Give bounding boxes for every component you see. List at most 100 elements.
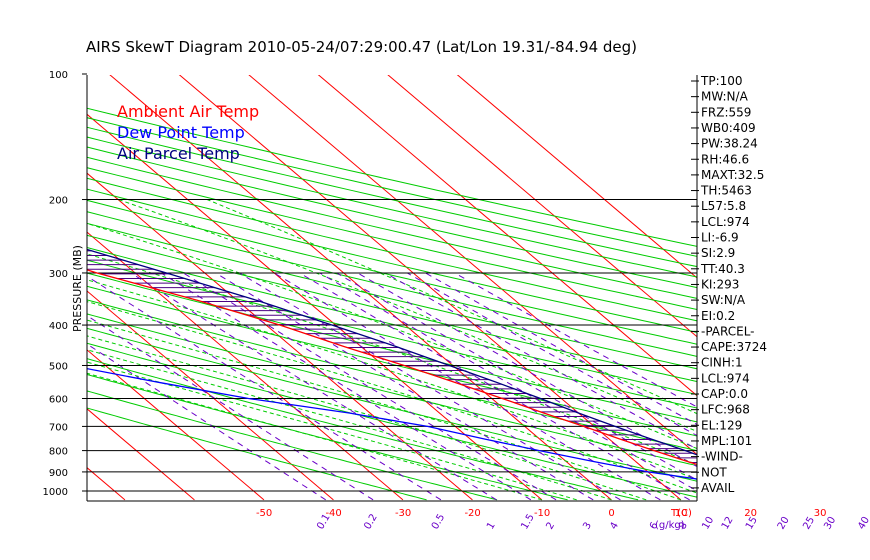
dry-adiabat-line xyxy=(87,167,697,310)
dry-adiabat-line xyxy=(87,117,697,257)
dry-adiabat-line xyxy=(87,146,697,289)
dry-adiabat-line xyxy=(87,126,697,268)
stability-index-label: PW:38.24 xyxy=(701,137,758,151)
stability-index-label: TT:40.3 xyxy=(700,262,745,276)
mixing-ratio-line xyxy=(273,272,661,501)
legend-ambient-air-temp: Ambient Air Temp xyxy=(117,102,259,121)
pressure-tick-label: 800 xyxy=(49,447,68,458)
dry-adiabat-line xyxy=(87,259,697,409)
dry-adiabat-line xyxy=(87,222,697,370)
isotherm-line xyxy=(456,75,697,279)
cape-hatching xyxy=(87,250,697,463)
mixing-ratio-line xyxy=(87,343,326,501)
isotherm-line xyxy=(87,113,543,501)
mixing-ratio-line xyxy=(87,314,374,501)
sounding-profiles xyxy=(87,248,697,480)
mixing-ratio-tick-label: 4 xyxy=(608,520,621,531)
moist-adiabat-line xyxy=(87,279,697,480)
pressure-tick-label: 500 xyxy=(49,361,68,372)
mixing-ratio-tick-label: 8 xyxy=(677,520,690,531)
isotherm-line xyxy=(248,75,697,456)
moist-adiabat-line xyxy=(87,222,697,450)
mixing-ratio-line xyxy=(357,272,697,468)
dry-adiabat-line xyxy=(87,211,697,357)
dry-adiabat-line xyxy=(87,199,697,345)
stability-index-label: SW:N/A xyxy=(701,293,746,307)
stability-index-label: EL:129 xyxy=(701,418,742,432)
bottom-temp-tick-label: -10 xyxy=(534,508,550,519)
stability-index-label: MW:N/A xyxy=(701,90,749,104)
stability-index-label: -PARCEL- xyxy=(701,324,755,338)
stability-index-label: WB0:409 xyxy=(701,121,756,135)
stability-index-label: LCL:974 xyxy=(701,215,750,229)
mixing-ratio-line xyxy=(239,272,621,501)
pressure-tick-label: 900 xyxy=(49,468,68,479)
bottom-temp-tick-label: 30 xyxy=(814,508,827,519)
stability-index-label: -WIND- xyxy=(701,450,743,464)
dry-adiabat-line xyxy=(87,342,697,498)
bottom-temp-tick-label: 20 xyxy=(744,508,757,519)
mixing-ratio-line xyxy=(183,272,557,501)
mixing-ratio-tick-label: 12 xyxy=(720,515,736,532)
mixing-ratio-line xyxy=(336,272,697,481)
mixing-ratio-tick-label: 10 xyxy=(700,515,716,532)
isotherm-line xyxy=(109,75,612,501)
mixing-ratio-tick-label: 6 xyxy=(648,520,661,531)
dry-adiabat-line xyxy=(87,313,697,467)
dry-adiabat-line xyxy=(87,234,697,383)
dry-adiabat-line xyxy=(87,390,498,501)
dry-adiabat-line xyxy=(87,156,697,299)
mixing-ratio-line xyxy=(299,272,690,501)
stability-index-label: LI:-6.9 xyxy=(701,231,739,245)
stability-index-label: MPL:101 xyxy=(701,434,752,448)
dry-adiabat-line xyxy=(87,272,697,423)
isotherm-line xyxy=(0,65,55,500)
legend-air-parcel-temp: Air Parcel Temp xyxy=(117,144,240,163)
mixing-ratio-tick-label: 0.5 xyxy=(430,512,447,531)
mixing-ratio-line xyxy=(385,272,697,450)
mixing-ratio-tick-label: 20 xyxy=(776,515,792,532)
mixing-ratio-unit-label: (g/kg) xyxy=(655,520,685,531)
bottom-temp-tick-label: -20 xyxy=(464,508,480,519)
ambient-air-temp-line xyxy=(87,269,697,466)
bottom-temp-tick-label: -30 xyxy=(395,508,411,519)
bottom-temp-tick-label: 10 xyxy=(675,508,688,519)
mixing-ratio-line xyxy=(87,275,442,501)
bottom-temp-tick-label: -40 xyxy=(325,508,341,519)
stability-index-label: SI:2.9 xyxy=(701,246,735,260)
mixing-ratio-line xyxy=(407,272,697,437)
stability-index-label: LFC:968 xyxy=(701,403,750,417)
legend-dew-point-temp: Dew Point Temp xyxy=(117,123,245,142)
dry-adiabat-line xyxy=(87,177,697,322)
legend: Ambient Air Temp Dew Point Temp Air Parc… xyxy=(117,102,259,163)
temp-unit-label: T(C) xyxy=(670,508,692,519)
isotherm-line xyxy=(317,75,697,397)
mixing-ratio-line xyxy=(425,272,697,426)
stability-index-label: CAPE:3724 xyxy=(701,340,767,354)
pressure-tick-label: 300 xyxy=(49,269,68,280)
stability-index-label: CAP:0.0 xyxy=(701,387,748,401)
moist-adiabat-line xyxy=(87,372,543,501)
background-grid xyxy=(0,65,697,501)
bottom-temp-tick-label: -50 xyxy=(256,508,272,519)
stability-index-label: EI:0.2 xyxy=(701,309,735,323)
isotherm-line xyxy=(87,408,195,501)
chart-title: AIRS SkewT Diagram 2010-05-24/07:29:00.4… xyxy=(86,38,637,56)
dry-adiabat-line xyxy=(87,107,697,247)
stability-index-label: AVAIL xyxy=(701,481,735,495)
dry-adiabat-line xyxy=(87,246,697,396)
dry-adiabat-line xyxy=(87,188,697,333)
dry-adiabat-line xyxy=(87,373,568,501)
mixing-ratio-line xyxy=(160,272,532,501)
moist-adiabat-line xyxy=(87,301,697,494)
pressure-tick-label: 1000 xyxy=(43,487,68,498)
isotherm-line xyxy=(87,172,473,501)
dry-adiabat-line xyxy=(87,299,697,452)
stability-index-label: NOT xyxy=(701,465,727,479)
pressure-tick-label: 200 xyxy=(49,196,68,207)
stability-index-label: KI:293 xyxy=(701,277,739,291)
stability-index-label: CINH:1 xyxy=(701,356,743,370)
pressure-tick-label: 400 xyxy=(49,321,68,332)
